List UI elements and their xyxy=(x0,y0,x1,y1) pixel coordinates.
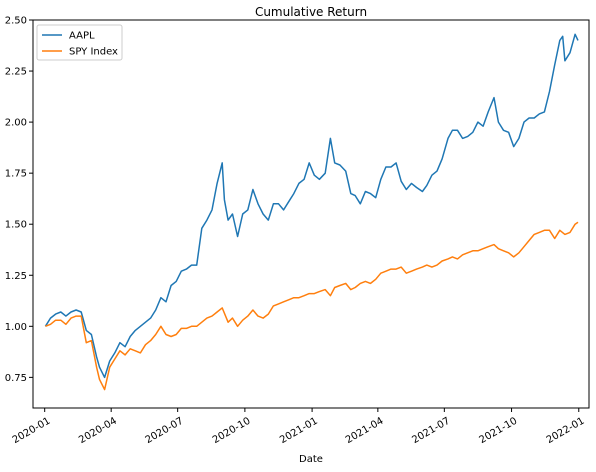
legend-label-1: SPY Index xyxy=(69,47,118,58)
x-tick-label: 2021-07 xyxy=(410,416,452,446)
x-tick-label: 2021-10 xyxy=(478,416,520,446)
y-tick-label: 1.25 xyxy=(5,271,27,282)
plot-frame xyxy=(32,19,590,409)
legend: AAPL SPY Index xyxy=(36,24,123,61)
x-tick-label: 2021-01 xyxy=(278,416,320,446)
y-tick-label: 1.75 xyxy=(5,169,27,180)
y-tick-label: 2.50 xyxy=(5,16,27,27)
y-axis: 0.75 1.00 1.25 1.50 1.75 2.00 2.25 2.50 xyxy=(5,16,33,384)
x-tick-label: 2020-07 xyxy=(144,416,186,446)
y-tick-label: 2.25 xyxy=(5,67,27,78)
x-tick-label: 2020-10 xyxy=(211,416,253,446)
y-tick-label: 0.75 xyxy=(5,373,27,384)
x-axis: 2020-01 2020-04 2020-07 2020-10 2021-01 2021-… xyxy=(11,408,587,446)
y-tick-label: 1.00 xyxy=(5,322,27,333)
series-line-0 xyxy=(44,33,579,379)
legend-label-0: AAPL xyxy=(69,31,95,42)
plot-lines xyxy=(44,33,579,391)
x-axis-label: Date xyxy=(299,454,323,465)
y-tick-label: 2.00 xyxy=(5,118,27,129)
y-tick-label: 1.50 xyxy=(5,220,27,231)
x-tick-label: 2020-04 xyxy=(77,416,119,446)
x-tick-label: 2020-01 xyxy=(11,416,53,446)
x-tick-label: 2022-01 xyxy=(545,416,587,446)
chart-title: Cumulative Return xyxy=(255,5,367,19)
x-tick-label: 2021-04 xyxy=(344,416,386,446)
series-line-1 xyxy=(45,221,579,391)
